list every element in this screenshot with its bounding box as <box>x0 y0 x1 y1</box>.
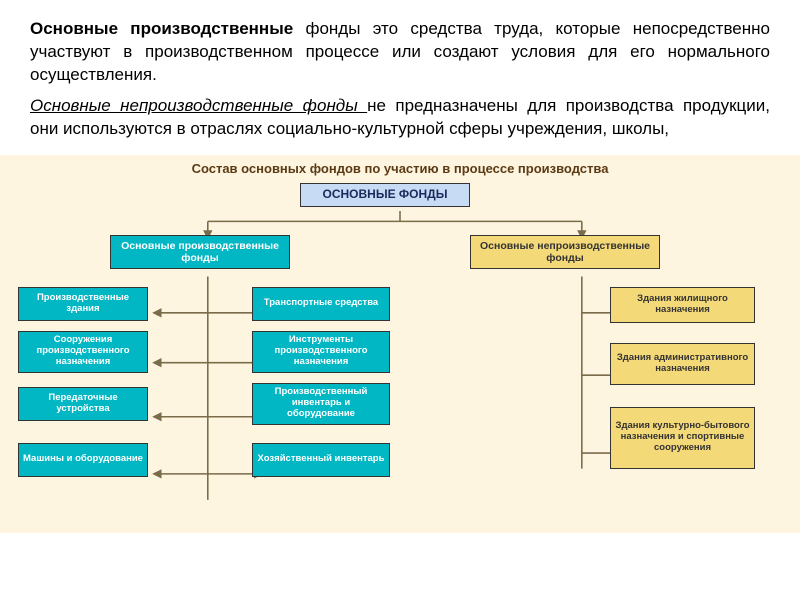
intro-text: Основные производственные фонды это сред… <box>0 0 800 155</box>
paragraph-1: Основные производственные фонды это сред… <box>30 18 770 87</box>
prod-right-3: Хозяйственный инвентарь <box>252 443 390 477</box>
prod-left-2: Передаточные устройства <box>18 387 148 421</box>
p2-underline: Основные непроизводственные фонды <box>30 96 367 115</box>
prod-right-0: Транспортные средства <box>252 287 390 321</box>
prod-right-2: Производственный инвентарь и оборудовани… <box>252 383 390 425</box>
root-node: ОСНОВНЫЕ ФОНДЫ <box>300 183 470 207</box>
p1-bold: Основные производственные <box>30 19 305 38</box>
prod-left-1: Сооружения производственного назначения <box>18 331 148 373</box>
nonprod-1: Здания административного назначения <box>610 343 755 385</box>
production-head: Основные производственные фонды <box>110 235 290 269</box>
prod-left-0: Производственные здания <box>18 287 148 321</box>
nonprod-0: Здания жилищного назначения <box>610 287 755 323</box>
prod-left-3: Машины и оборудование <box>18 443 148 477</box>
org-chart: Состав основных фондов по участию в проц… <box>0 155 800 533</box>
paragraph-2: Основные непроизводственные фонды не пре… <box>30 95 770 141</box>
prod-right-1: Инструменты производственного назначения <box>252 331 390 373</box>
nonproduction-head: Основные непроизводственные фонды <box>470 235 660 269</box>
chart-title: Состав основных фондов по участию в проц… <box>15 161 785 176</box>
nonprod-2: Здания культурно-бытового назначения и с… <box>610 407 755 469</box>
